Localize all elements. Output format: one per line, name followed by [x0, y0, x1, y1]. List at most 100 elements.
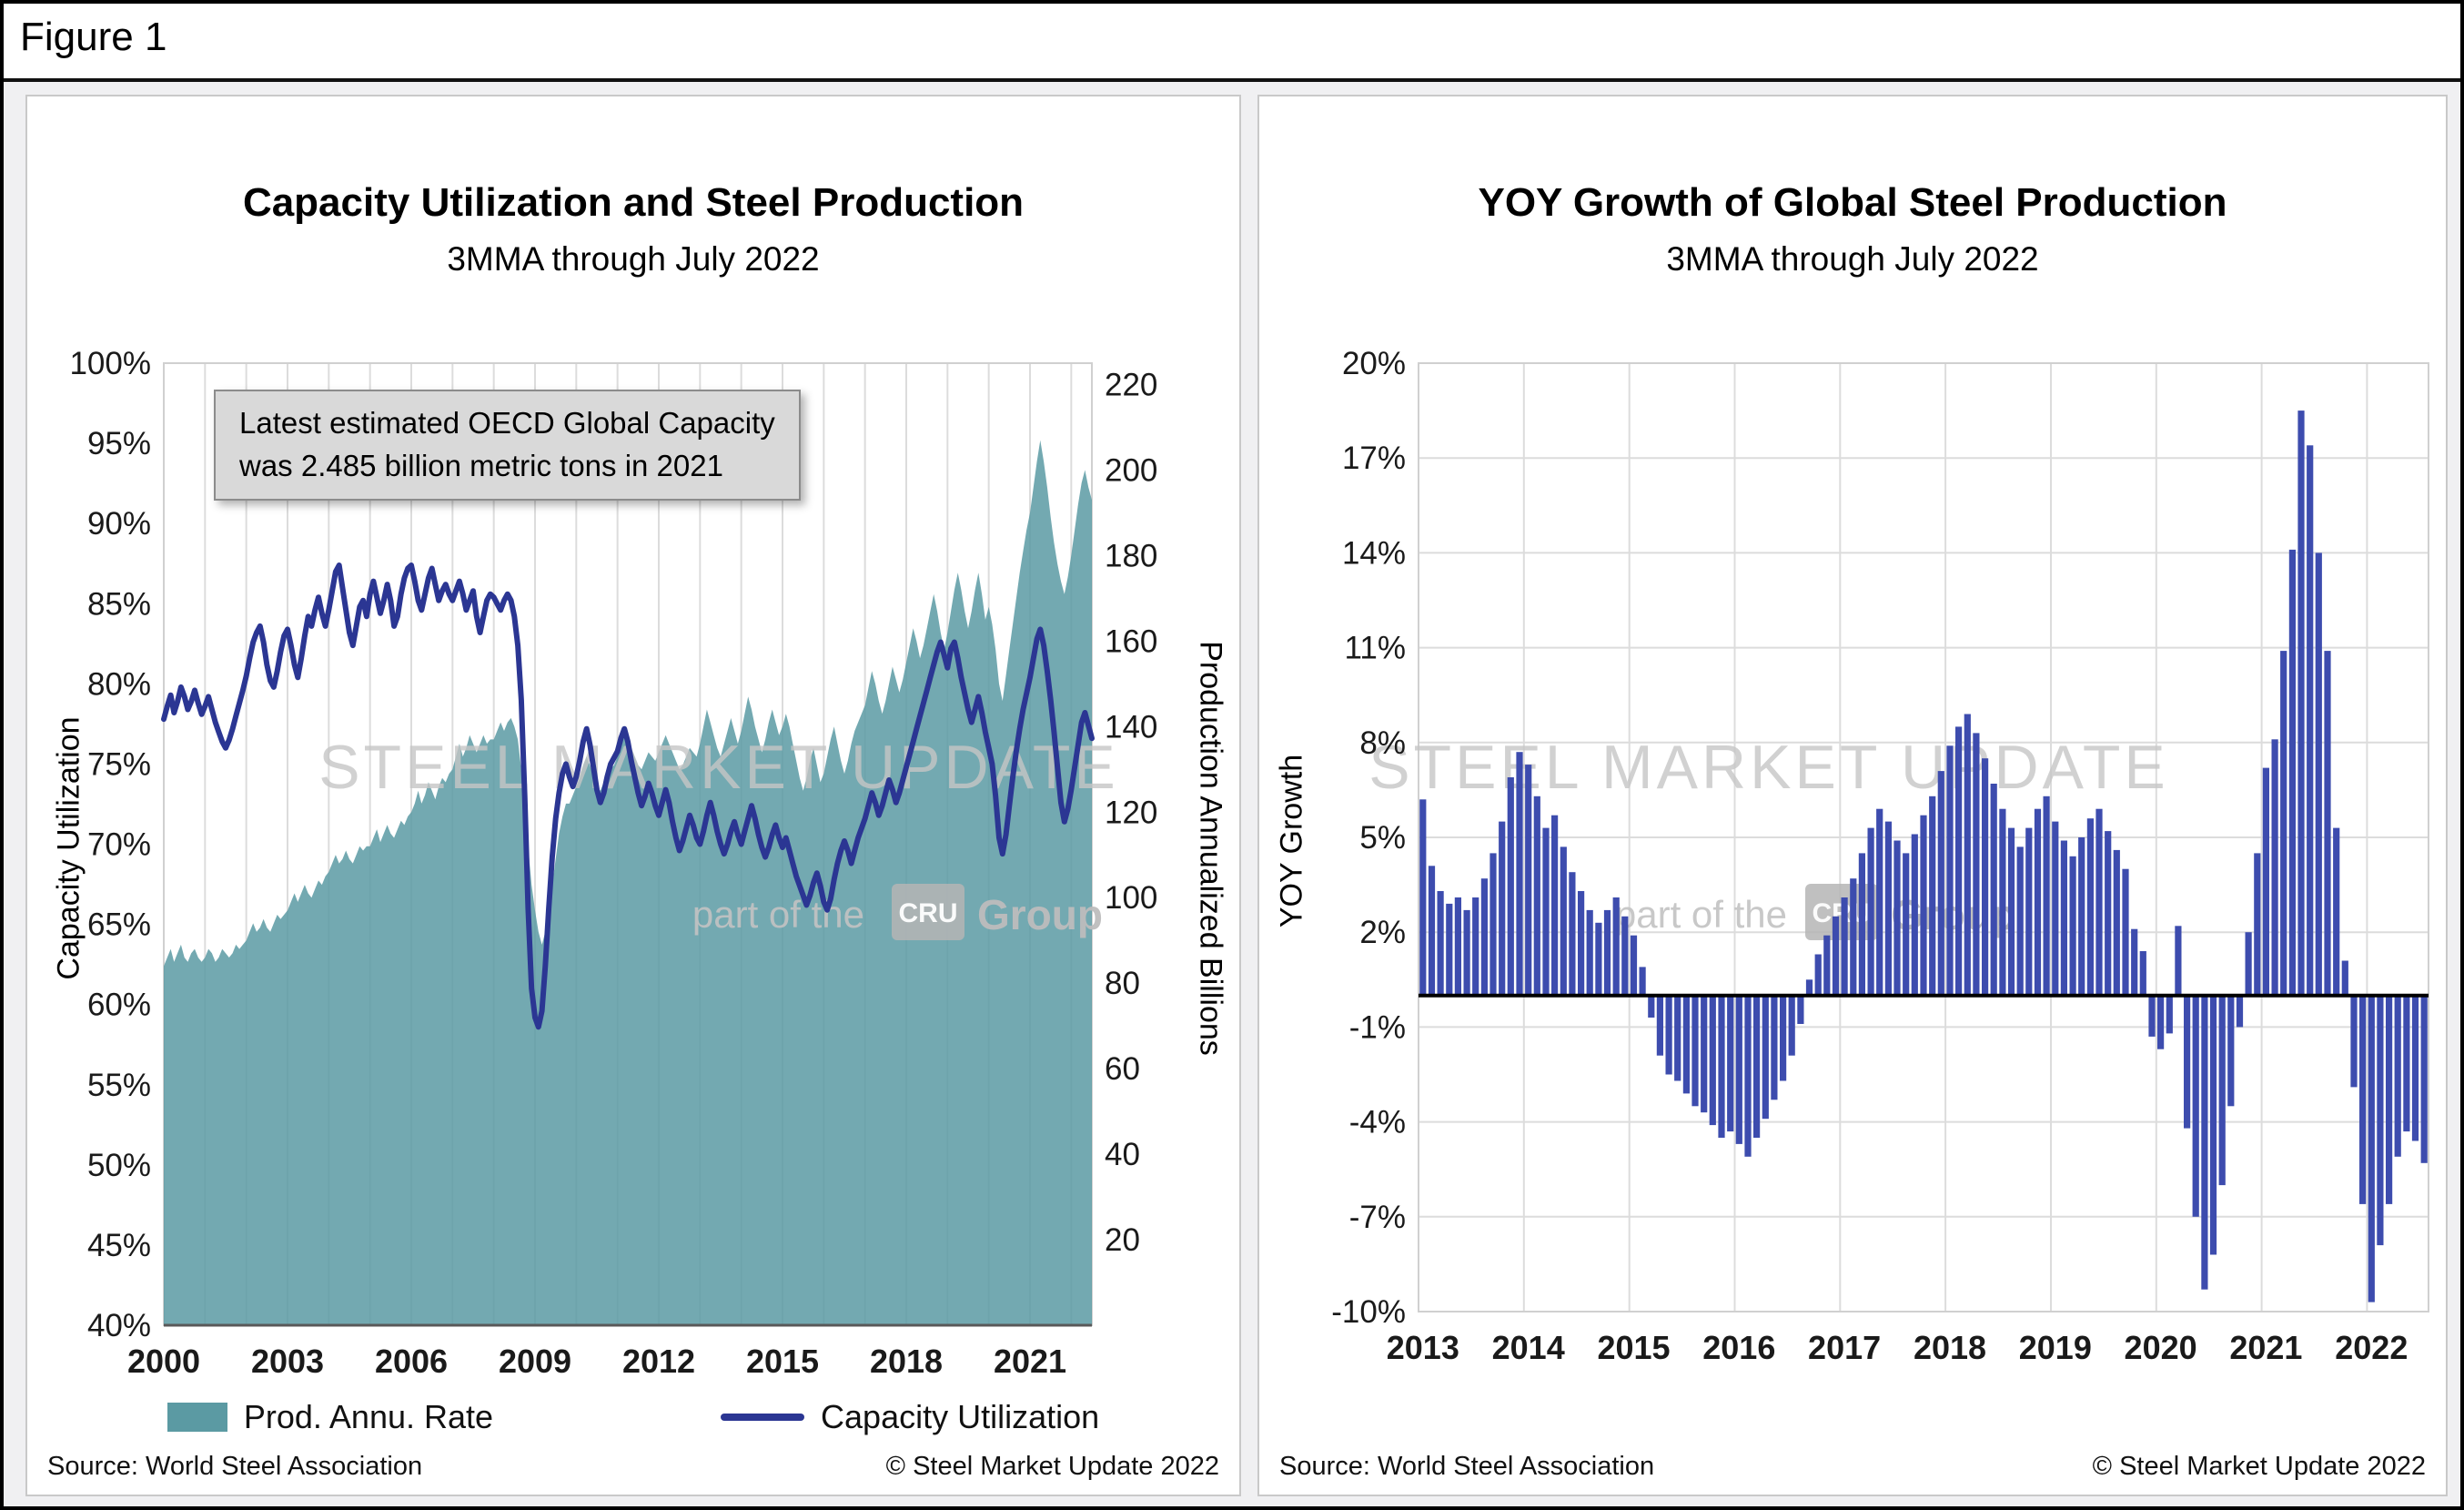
x-tick-label: 2022	[2335, 1329, 2408, 1366]
x-tick-label: 2019	[2019, 1329, 2092, 1366]
yoy-growth-bar	[2113, 849, 2120, 996]
y-right-tick-label: 60	[1105, 1051, 1140, 1087]
yoy-growth-bar	[1946, 745, 1954, 996]
yoy-growth-bar	[2394, 995, 2401, 1157]
yoy-growth-bar	[1648, 995, 1655, 1018]
legend-label-production: Prod. Annu. Rate	[243, 1398, 494, 1435]
y-tick-label: -7%	[1349, 1200, 1406, 1235]
yoy-growth-bar	[1701, 995, 1708, 1113]
y-right-tick-label: 100	[1105, 880, 1157, 916]
yoy-growth-bar	[2288, 549, 2296, 996]
yoy-growth-bar	[2271, 739, 2278, 996]
x-tick-label: 2021	[994, 1343, 1066, 1380]
y-tick-label: 17%	[1342, 441, 1406, 476]
x-tick-label: 2018	[1914, 1329, 1986, 1366]
yoy-growth-bar	[1665, 995, 1672, 1075]
yoy-growth-bar	[1656, 995, 1663, 1056]
legend-item-production: Prod. Annu. Rate	[167, 1398, 493, 1436]
yoy-growth-bar	[1982, 758, 1989, 996]
right-axes-layer: 20% 17% 14% 11% 8% 5% 2% -1% -4% -7% -10%2013 2014 2…	[1331, 346, 2408, 1366]
yoy-growth-bar	[2411, 995, 2419, 1141]
yoy-growth-bar	[1964, 714, 1971, 996]
yoy-growth-bar	[2069, 856, 2076, 996]
yoy-growth-bar	[2377, 995, 2384, 1246]
yoy-growth-bar	[2122, 868, 2129, 996]
yoy-growth-bar	[1999, 808, 2006, 996]
yoy-growth-bar	[2166, 995, 2173, 1034]
yoy-growth-bar	[1735, 995, 1742, 1144]
y-left-tick-label: 40%	[87, 1308, 151, 1343]
yoy-growth-bar	[2192, 995, 2199, 1217]
yoy-growth-bar	[1744, 995, 1752, 1157]
yoy-growth-bar	[2139, 951, 2146, 996]
yoy-growth-bar	[1533, 796, 1540, 996]
left-chart-subtitle: 3MMA through July 2022	[447, 240, 820, 278]
yoy-growth-bar	[1551, 815, 1559, 996]
left-area-layer	[164, 440, 1092, 1326]
yoy-growth-bar	[1472, 897, 1479, 996]
yoy-growth-bar	[1709, 995, 1716, 1126]
yoy-growth-bar	[2280, 651, 2287, 996]
yoy-growth-bar	[1727, 995, 1734, 1132]
yoy-growth-bar	[1762, 995, 1769, 1120]
x-tick-label: 2013	[1387, 1329, 1459, 1366]
yoy-growth-bar	[2359, 995, 2367, 1204]
yoy-growth-bar	[1920, 815, 1927, 996]
y-left-tick-label: 70%	[87, 827, 151, 863]
yoy-growth-bar	[1771, 995, 1778, 1100]
right-copyright-text: © Steel Market Update 2022	[2092, 1452, 2426, 1481]
annotation-line2: was 2.485 billion metric tons in 2021	[239, 448, 723, 482]
x-tick-label: 2014	[1492, 1329, 1565, 1366]
yoy-growth-bar	[2262, 767, 2269, 996]
line-swatch-icon	[721, 1414, 805, 1421]
y-left-tick-label: 65%	[87, 907, 151, 943]
yoy-growth-bar	[1463, 909, 1470, 996]
left-chart-title: Capacity Utilization and Steel Productio…	[242, 180, 1025, 225]
yoy-growth-bar	[1578, 891, 1585, 996]
figure-label: Figure 1	[20, 15, 167, 59]
yoy-growth-bar	[2218, 995, 2226, 1186]
yoy-growth-bar	[1603, 909, 1611, 996]
yoy-growth-bar	[2227, 995, 2235, 1107]
y-right-tick-label: 220	[1105, 367, 1157, 402]
capacity-utilization-line-series	[161, 562, 1095, 1030]
y-tick-label: 11%	[1345, 631, 1406, 666]
yoy-growth-bar	[2105, 831, 2112, 996]
y-left-tick-label: 100%	[69, 346, 151, 381]
yoy-growth-bar	[1937, 771, 1944, 996]
yoy-growth-bar	[1929, 796, 1936, 996]
yoy-growth-bar	[2403, 995, 2410, 1132]
yoy-growth-chart: STEEL MARKET UPDATE part of the CRU Grou…	[1331, 346, 2429, 1366]
yoy-growth-bar	[2386, 995, 2393, 1204]
yoy-growth-bar	[2297, 410, 2305, 996]
yoy-growth-bar	[2007, 827, 2015, 996]
yoy-growth-bar	[1586, 909, 1593, 996]
yoy-growth-bar	[1823, 935, 1831, 996]
right-chart-subtitle: 3MMA through July 2022	[1666, 240, 2039, 278]
x-tick-label: 2018	[870, 1343, 943, 1380]
annotation-line1: Latest estimated OECD Global Capacity	[239, 406, 775, 440]
yoy-growth-bar	[1428, 866, 1436, 996]
y-tick-label: 20%	[1342, 346, 1406, 381]
yoy-growth-bar	[2184, 995, 2191, 1129]
yoy-growth-bar	[2043, 796, 2050, 996]
yoy-growth-bar	[1858, 853, 1865, 996]
yoy-growth-bar	[2025, 827, 2033, 996]
yoy-growth-bar	[1569, 872, 1576, 996]
yoy-growth-bar	[1884, 821, 1892, 996]
yoy-growth-bar	[1682, 995, 1690, 1094]
y-left-tick-label: 45%	[87, 1228, 151, 1263]
yoy-growth-bar	[1674, 995, 1681, 1081]
capacity-utilization-panel: Capacity Utilization and Steel Productio…	[25, 95, 1241, 1496]
y-tick-label: 8%	[1359, 725, 1406, 761]
watermark-brand-text: STEEL MARKET UPDATE	[1368, 733, 2169, 802]
yoy-growth-bar	[1560, 846, 1567, 996]
left-watermark: STEEL MARKET UPDATE part of the CRU Grou…	[318, 733, 1116, 940]
watermark-partof-text: part of the	[1615, 893, 1787, 936]
x-tick-label: 2000	[127, 1343, 200, 1380]
y-left-tick-label: 80%	[87, 666, 151, 702]
yoy-growth-bar	[1691, 995, 1699, 1107]
yoy-growth-bar	[1419, 799, 1427, 996]
yoy-growth-bar	[1507, 777, 1514, 996]
